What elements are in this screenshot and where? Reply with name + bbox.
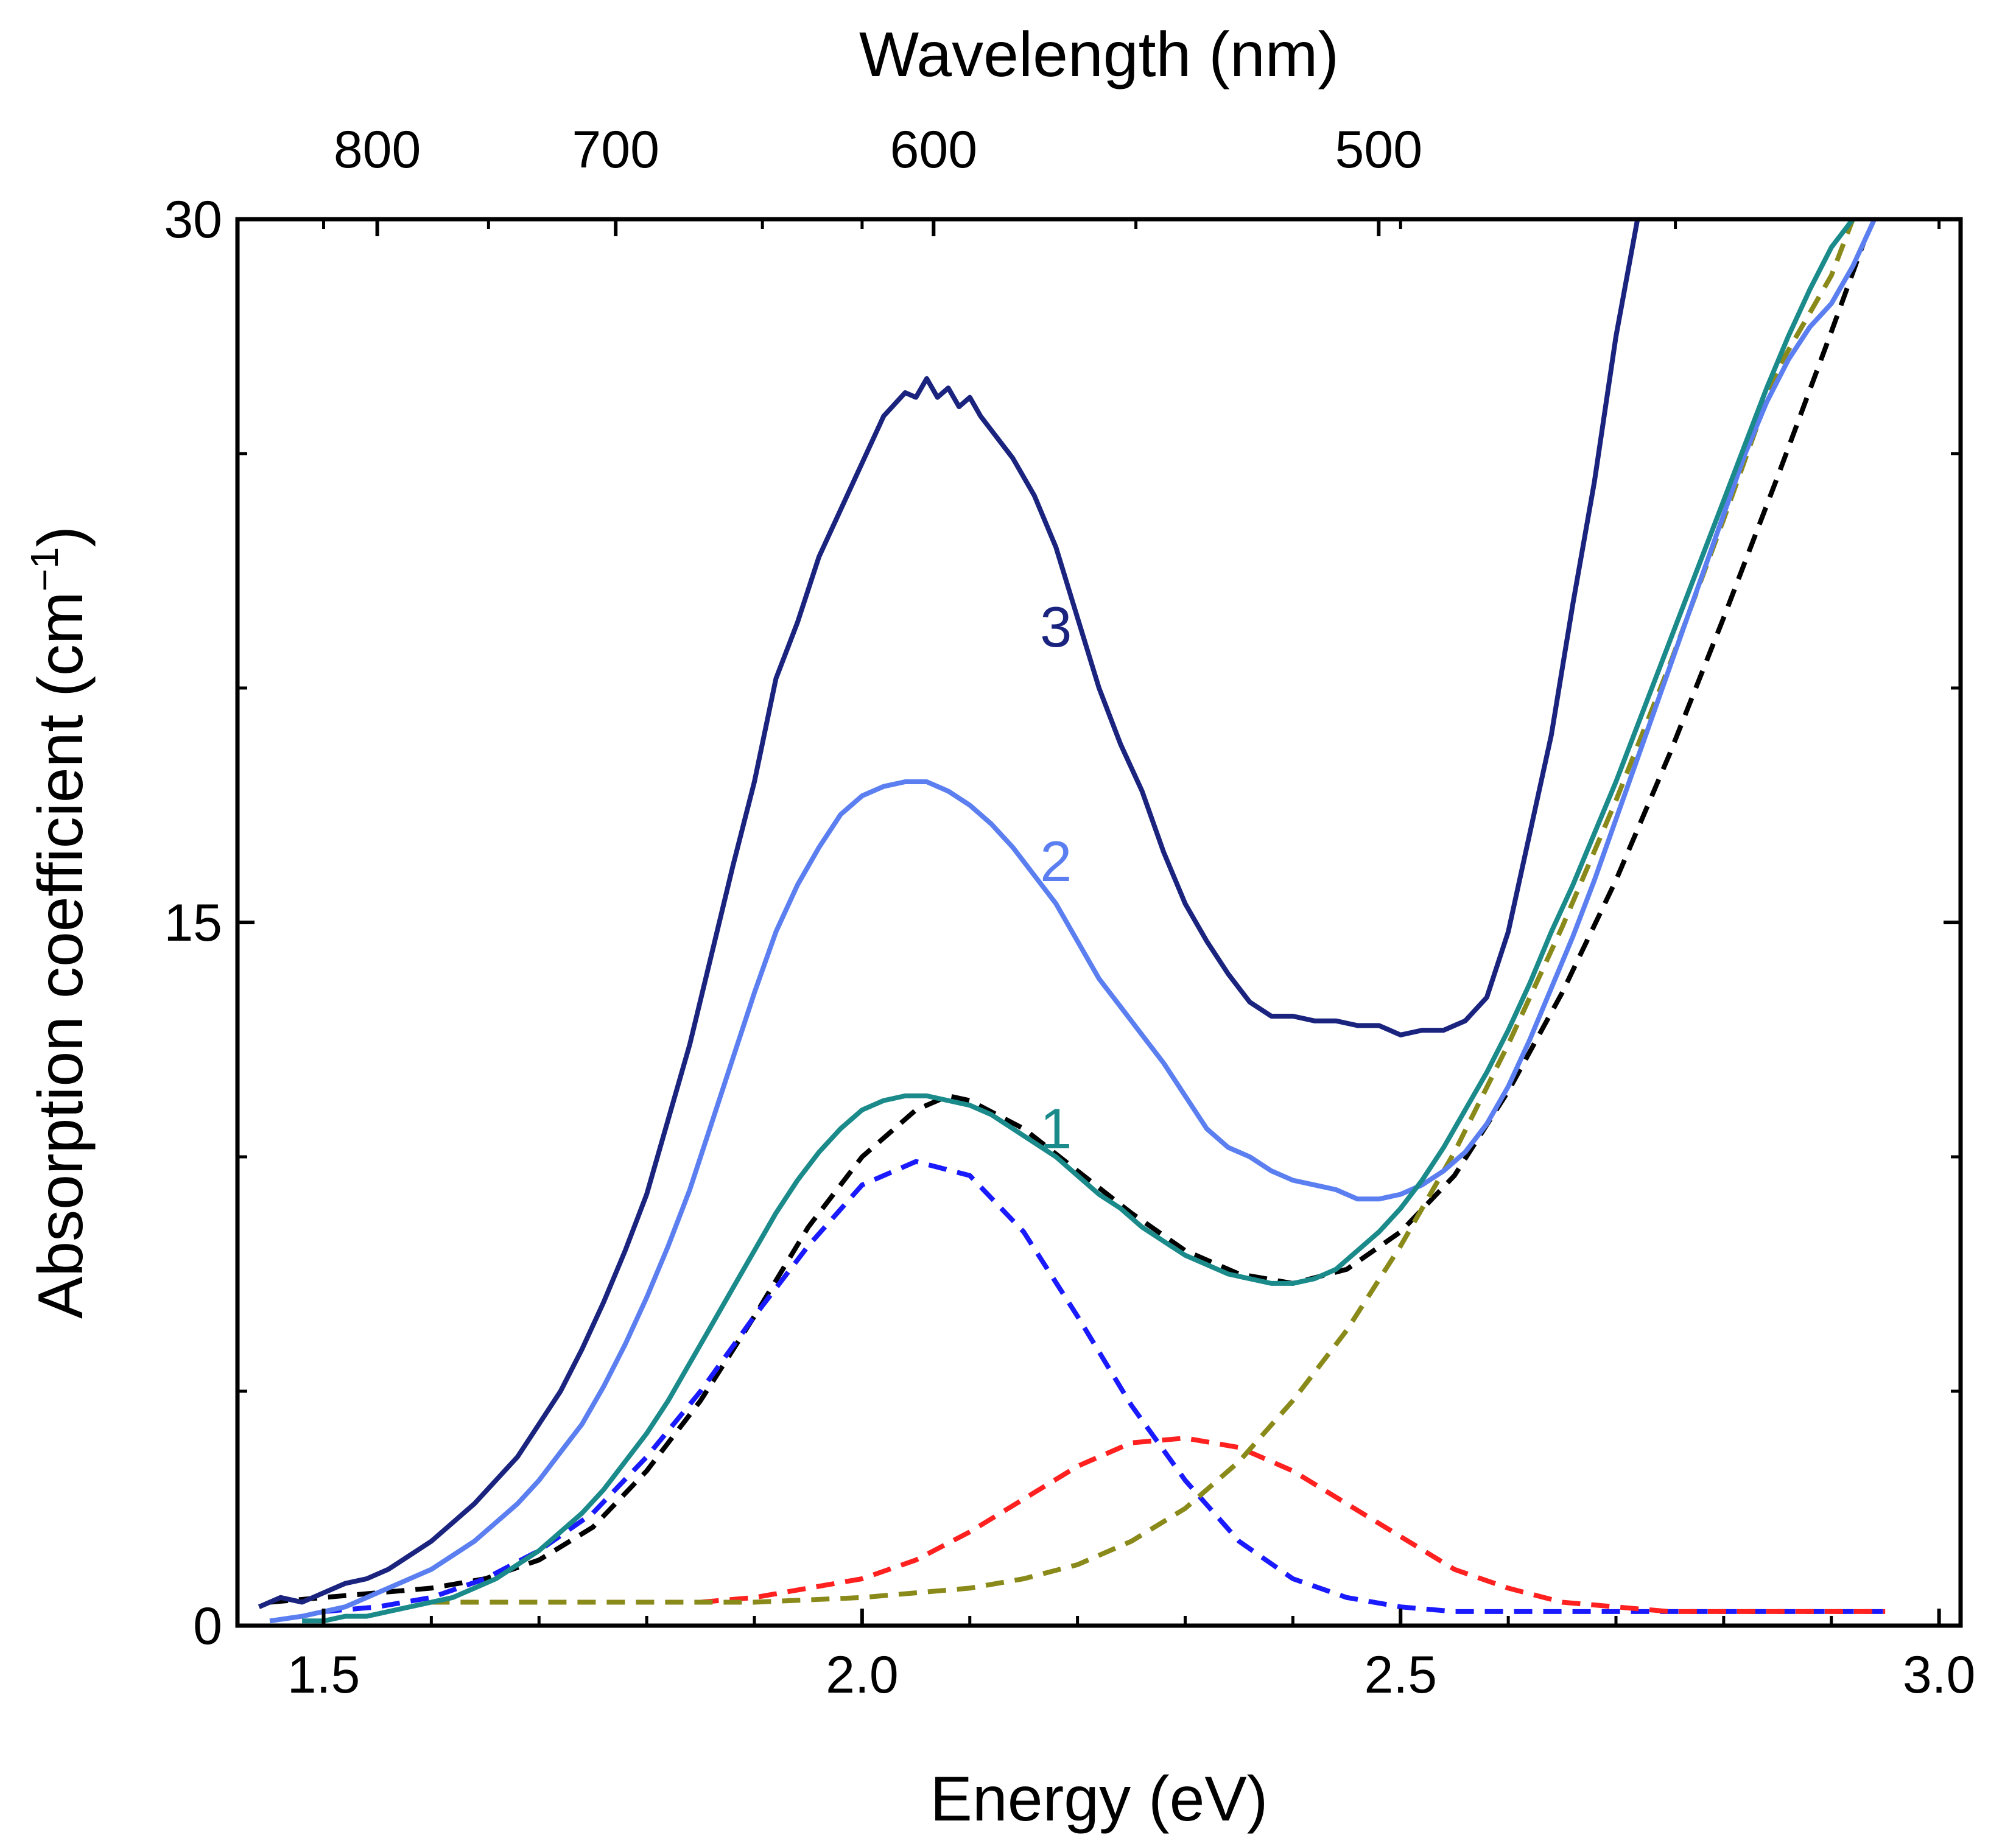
series-line-fit-total (269, 242, 1866, 1605)
series-line-1 (302, 217, 1855, 1624)
y-axis-title-main: Absorption coefficient (cm (26, 591, 96, 1319)
x2-tick-label: 800 (334, 121, 421, 179)
x-tick-label: 3.0 (1903, 1646, 1976, 1704)
ticks-layer (237, 217, 1961, 1627)
series-line-fit-background (431, 218, 1855, 1605)
curve-label-2: 2 (1040, 829, 1072, 893)
x-tick-label: 2.0 (826, 1646, 899, 1704)
x-tick-label: 1.5 (287, 1646, 360, 1704)
y-tick-label: 0 (193, 1597, 222, 1655)
series-line-fit-peak-1 (323, 1159, 1886, 1614)
series-line-fit-peak-2 (700, 1436, 1886, 1614)
x-axis-title: Energy (eV) (930, 1764, 1268, 1834)
tick-labels-layer: 1.5 2.0 2.5 3.0 800 700 600 500 0 15 30 3 2 1 (164, 121, 1975, 1704)
series-line-3 (258, 219, 1640, 1609)
y-axis-title-tail: ) (26, 526, 96, 547)
y-tick-label: 15 (164, 894, 222, 952)
plot-frame (235, 217, 1963, 1628)
y-tick-label: 30 (164, 191, 222, 249)
series-line-2 (269, 218, 1877, 1624)
x2-tick-label: 600 (890, 121, 978, 179)
y-axis-title: Absorption coefficient (cm−1) (23, 526, 96, 1319)
curve-label-1: 1 (1040, 1097, 1072, 1160)
x2-tick-label: 500 (1335, 121, 1423, 179)
series-layer (258, 217, 1886, 1624)
x2-axis-title: Wavelength (nm) (859, 19, 1339, 90)
curve-label-3: 3 (1040, 595, 1072, 659)
y-axis-title-sup: −1 (23, 547, 66, 592)
x-tick-label: 2.5 (1364, 1646, 1437, 1704)
x2-tick-label: 700 (572, 121, 659, 179)
